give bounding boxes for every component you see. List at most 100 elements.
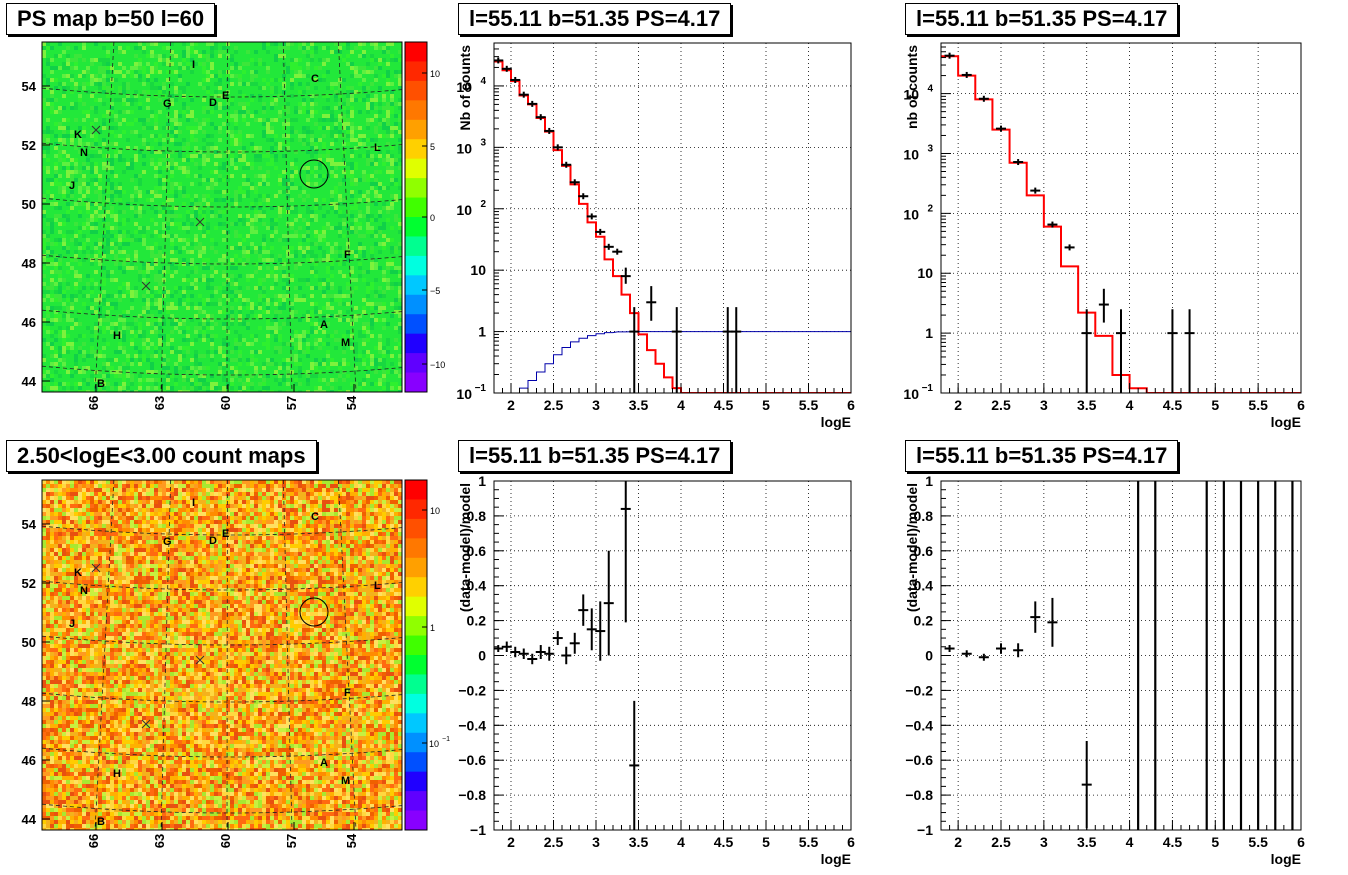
chart-2-frame bbox=[940, 42, 1302, 394]
colorbar-step bbox=[405, 616, 427, 637]
x-axis-label: logE bbox=[1271, 851, 1301, 867]
colorbar-tick-label: 10 bbox=[430, 69, 440, 79]
lon-gridline bbox=[282, 42, 293, 392]
ps-map-pixel-cluster bbox=[42, 42, 402, 392]
source-label-a: A bbox=[320, 319, 328, 331]
colorbar-step bbox=[405, 275, 427, 296]
lon-tick-label: 54 bbox=[344, 395, 359, 410]
y-tick-label: −0.6 bbox=[905, 752, 933, 768]
x-tick-label: 2.5 bbox=[991, 397, 1011, 413]
colorbar-step bbox=[405, 61, 427, 82]
source-label-e: E bbox=[222, 90, 229, 102]
x-tick-label: 2.5 bbox=[544, 834, 564, 850]
lat-tick-label: 52 bbox=[22, 138, 36, 153]
residual-title-1: l=55.11 b=51.35 PS=4.17 bbox=[458, 440, 732, 472]
chart-3-plot-area bbox=[494, 481, 851, 830]
colorbar-step bbox=[405, 139, 427, 160]
x-tick-label: 5 bbox=[1211, 834, 1219, 850]
source-label-d: D bbox=[209, 97, 217, 109]
y-tick-exponent: 3 bbox=[927, 143, 933, 154]
y-tick-label: 0.2 bbox=[467, 613, 487, 629]
colorbar-frame bbox=[404, 479, 428, 831]
y-tick-label: −0.8 bbox=[458, 787, 486, 803]
x-tick-label: 5.5 bbox=[1248, 397, 1268, 413]
colorbar-step bbox=[405, 294, 427, 315]
source-label-d: D bbox=[209, 535, 217, 547]
y-tick-label: 10 bbox=[456, 386, 472, 402]
y-axis-label: nb of counts bbox=[904, 45, 920, 129]
y-tick-label: −0.4 bbox=[458, 717, 486, 733]
source-label-h: H bbox=[113, 768, 121, 780]
y-tick-exponent: 2 bbox=[927, 203, 933, 214]
x-tick-label: 4.5 bbox=[1163, 397, 1183, 413]
x-tick-label: 2 bbox=[507, 397, 515, 413]
y-axis-label: (data-model)/model bbox=[904, 483, 920, 612]
lat-tick-label: 46 bbox=[22, 315, 36, 330]
colorbar-step bbox=[405, 713, 427, 734]
colorbar-tick-label: 10 bbox=[430, 506, 440, 516]
count-map-title: 2.50<logE<3.00 count maps bbox=[6, 440, 317, 472]
chart-4-plot-area bbox=[941, 481, 1301, 830]
colorbar-step bbox=[405, 333, 427, 354]
colorbar-tick-label: −10 bbox=[430, 360, 445, 370]
lon-gridline bbox=[94, 42, 115, 392]
y-tick-label: 0.8 bbox=[467, 508, 487, 524]
y-tick-label: 0 bbox=[478, 648, 486, 664]
y-tick-label: 10 bbox=[903, 206, 919, 222]
colorbar-step bbox=[405, 119, 427, 140]
x-axis-label: logE bbox=[1271, 414, 1301, 430]
source-label-c: C bbox=[311, 73, 319, 85]
colorbar-step bbox=[405, 577, 427, 598]
colorbar-step bbox=[405, 178, 427, 199]
count-map-pixel-cluster bbox=[42, 480, 402, 830]
colorbar-tick-label: 10 bbox=[429, 739, 439, 749]
x-tick-label: 6 bbox=[847, 834, 855, 850]
colorbar-step bbox=[405, 655, 427, 675]
y-tick-label: 10 bbox=[903, 386, 919, 402]
source-model-curve bbox=[511, 331, 851, 393]
colorbar-step bbox=[405, 100, 427, 121]
source-label-m: M bbox=[341, 337, 350, 349]
x-tick-label: 5 bbox=[762, 397, 770, 413]
colorbar-step bbox=[405, 158, 427, 179]
source-label-j: J bbox=[69, 618, 75, 630]
x-tick-label: 2 bbox=[954, 834, 962, 850]
y-tick-exponent: 4 bbox=[480, 76, 486, 87]
lat-tick-label: 54 bbox=[22, 79, 37, 94]
x-tick-label: 3.5 bbox=[1077, 397, 1097, 413]
y-tick-label: 10 bbox=[456, 79, 472, 95]
lon-tick-label: 57 bbox=[284, 834, 299, 848]
source-label-k: K bbox=[74, 129, 82, 141]
y-tick-label: −0.8 bbox=[905, 787, 933, 803]
x-tick-label: 3 bbox=[1040, 834, 1048, 850]
x-tick-label: 4.5 bbox=[714, 397, 734, 413]
ps-map-pixel-cluster bbox=[42, 42, 402, 392]
y-tick-label: −0.4 bbox=[905, 717, 933, 733]
source-label-m: M bbox=[341, 775, 350, 787]
count-map-frame bbox=[41, 479, 403, 831]
lon-tick-label: 60 bbox=[218, 396, 233, 410]
colorbar-step bbox=[405, 538, 427, 559]
y-tick-label: 0.4 bbox=[914, 578, 934, 594]
y-tick-label: 0.6 bbox=[914, 543, 934, 559]
lat-tick-label: 48 bbox=[22, 256, 36, 271]
chart-1-plot-area bbox=[494, 43, 851, 393]
x-tick-label: 2 bbox=[507, 834, 515, 850]
source-label-i: I bbox=[192, 59, 195, 71]
x-tick-label: 3 bbox=[592, 397, 600, 413]
colorbar-step bbox=[405, 810, 427, 831]
colorbar-tick-label: 0 bbox=[430, 213, 435, 223]
colorbar-step bbox=[405, 372, 427, 393]
source-label-g: G bbox=[163, 536, 172, 548]
colorbar-step bbox=[405, 596, 427, 617]
ps-map-pixel-cluster bbox=[42, 42, 402, 392]
source-label-n: N bbox=[80, 147, 88, 159]
colorbar-tick-label: 1 bbox=[430, 623, 435, 633]
x-tick-label: 4 bbox=[1126, 397, 1134, 413]
x-tick-label: 2 bbox=[954, 397, 962, 413]
x-tick-label: 6 bbox=[1297, 834, 1305, 850]
count-map-pixel-cluster bbox=[42, 480, 402, 830]
count-map: I C G DE KN L J F A M H B 54 52 50 48 46 44 66 63 60 57 54 10 1 1… bbox=[22, 479, 450, 848]
source-label-g: G bbox=[163, 98, 172, 110]
